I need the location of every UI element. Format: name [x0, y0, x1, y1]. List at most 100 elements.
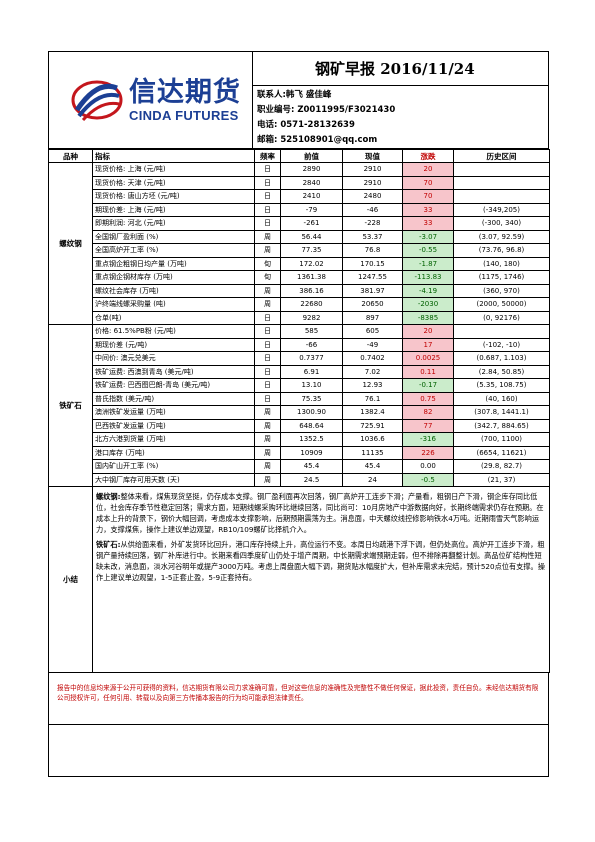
current-value-cell: 897: [342, 310, 403, 325]
history-range-cell: (140, 180): [453, 256, 550, 271]
table-row: 港口库存 (万吨) 周 10909 11135 226 (6654, 11621): [49, 445, 550, 460]
history-range-cell: [453, 175, 550, 190]
previous-value-cell: 45.4: [280, 459, 343, 474]
history-range-cell: (29.8, 82.7): [453, 459, 550, 474]
summary-table: 小结 螺纹钢:整体来看，煤焦现货坚挺，仍存成本支撑。钢厂盈利面再次回落，钢厂高炉…: [48, 487, 550, 673]
frequency-cell: 旬: [254, 256, 281, 271]
indicator-cell: 价格: 61.5%PB粉 (元/吨): [92, 324, 255, 339]
frequency-cell: 周: [254, 283, 281, 298]
current-value-cell: 53.37: [342, 229, 403, 244]
frequency-cell: 日: [254, 202, 281, 217]
change-cell: 17: [402, 337, 454, 352]
disclaimer: 报告中的信息均来源于公开可获得的资料，信达期货有限公司力求准确可靠，但对这些信息…: [48, 672, 549, 725]
ore-summary-title: 铁矿石:: [96, 540, 121, 549]
indicator-cell: 沪终端线螺采购量 (吨): [92, 297, 255, 312]
history-range-cell: [453, 189, 550, 204]
history-range-cell: (6654, 11621): [453, 445, 550, 460]
change-cell: -4.19: [402, 283, 454, 298]
license-line: 职业编号: Z0011995/F3021430: [257, 105, 396, 115]
table-row: 现货价格: 天津 (元/吨) 日 2840 2910 70: [49, 175, 550, 190]
current-value-cell: 45.4: [342, 459, 403, 474]
indicator-cell: 大中钢厂库存可用天数 (天): [92, 472, 255, 487]
phone-line: 电话: 0571-28132639: [257, 120, 355, 130]
table-row: 重点钢企粗钢日均产量 (万吨) 旬 172.02 170.15 -1.87 (140, 1…: [49, 256, 550, 271]
previous-value-cell: 13.10: [280, 378, 343, 393]
frequency-cell: 日: [254, 310, 281, 325]
report-sheet: 信达期货 CINDA FUTURES 钢矿早报 2016/11/24 联系人:韩…: [48, 51, 550, 777]
history-range-cell: (1175, 1746): [453, 270, 550, 285]
table-header-row: 品种 指标 频率 前值 现值 涨跌 历史区间: [48, 149, 550, 163]
indicator-cell: 全国钢厂盈利面 (%): [92, 229, 255, 244]
table-row: 重点钢企钢材库存 (万吨) 旬 1361.38 1247.55 -113.83 (1175…: [49, 270, 550, 285]
current-value-cell: 76.1: [342, 391, 403, 406]
table-row: 仓单(吨) 日 9282 897 -8385 (0, 92176): [49, 310, 550, 325]
indicator-cell: 铁矿运费: 西澳到青岛 (美元/吨): [92, 364, 255, 379]
change-cell: 70: [402, 175, 454, 190]
indicator-cell: 重点钢企钢材库存 (万吨): [92, 270, 255, 285]
current-value-cell: 12.93: [342, 378, 403, 393]
frequency-cell: 日: [254, 378, 281, 393]
company-logo: 信达期货 CINDA FUTURES: [49, 52, 253, 148]
table-row: 中间价: 澳元兑美元日 0.7377 0.7402 0.0025 (0.687, 1.1…: [49, 351, 550, 366]
table-row: 即期利润: 河北 (元/吨) 日 -261 -228 33 (-300, 340): [49, 216, 550, 231]
table-row: 螺纹钢 现货价格: 上海 (元/吨) 日 2890 2910 20: [48, 162, 550, 325]
col-header-variety: 品种: [48, 149, 93, 163]
change-cell: -0.5: [402, 472, 454, 487]
current-value-cell: 24: [342, 472, 403, 487]
frequency-cell: 周: [254, 297, 281, 312]
table-row: 现货价格: 唐山方坯 (元/吨) 日 2410 2480 70: [49, 189, 550, 204]
table-row: 期现价差: 上海 (元/吨) 日 -79 -46 33 (-349,205): [49, 202, 550, 217]
contact-line: 联系人:韩飞 盛佳峰: [257, 90, 332, 100]
history-range-cell: (360, 970): [453, 283, 550, 298]
current-value-cell: 1382.4: [342, 405, 403, 420]
table-row: 全国高炉开工率 (%) 周 77.35 76.8 -0.55 (73.76, 96.8): [49, 243, 550, 258]
frequency-cell: 旬: [254, 270, 281, 285]
indicator-cell: 现货价格: 唐山方坯 (元/吨): [92, 189, 255, 204]
table-row: 巴西铁矿发运量 (万吨) 周 648.64 725.91 77 (342.7, 884.6…: [49, 418, 550, 433]
col-header-current: 现值: [342, 149, 403, 163]
history-range-cell: (2.84, 50.85): [453, 364, 550, 379]
change-cell: 77: [402, 418, 454, 433]
current-value-cell: -46: [342, 202, 403, 217]
frequency-cell: 日: [254, 337, 281, 352]
change-cell: 20: [402, 324, 454, 339]
col-header-previous: 前值: [280, 149, 343, 163]
change-cell: 70: [402, 189, 454, 204]
previous-value-cell: 172.02: [280, 256, 343, 271]
previous-value-cell: 648.64: [280, 418, 343, 433]
frequency-cell: 日: [254, 364, 281, 379]
history-range-cell: (2000, 50000): [453, 297, 550, 312]
col-header-indicator: 指标: [92, 149, 255, 163]
table-row: 铁矿石 价格: 61.5%PB粉 (元/吨) 日 585 605 20: [48, 324, 550, 487]
variety-label: 铁矿石: [48, 324, 93, 487]
frequency-cell: 日: [254, 162, 281, 177]
previous-value-cell: 24.5: [280, 472, 343, 487]
frequency-cell: 日: [254, 351, 281, 366]
change-cell: 0.11: [402, 364, 454, 379]
frequency-cell: 日: [254, 216, 281, 231]
logo-english-name: CINDA FUTURES: [129, 107, 239, 123]
previous-value-cell: 22680: [280, 297, 343, 312]
indicator-cell: 全国高炉开工率 (%): [92, 243, 255, 258]
current-value-cell: 0.7402: [342, 351, 403, 366]
previous-value-cell: 56.44: [280, 229, 343, 244]
change-cell: -2030: [402, 297, 454, 312]
table-row: 全国钢厂盈利面 (%) 周 56.44 53.37 -3.07 (3.07, 92.59): [49, 229, 550, 244]
change-cell: 0.00: [402, 459, 454, 474]
previous-value-cell: 1361.38: [280, 270, 343, 285]
rebar-summary-text: 整体来看，煤焦现货坚挺，仍存成本支撑。钢厂盈利面再次回落，钢厂高炉开工连步下滑；…: [96, 492, 544, 534]
previous-value-cell: 1300.90: [280, 405, 343, 420]
frequency-cell: 日: [254, 189, 281, 204]
frequency-cell: 周: [254, 445, 281, 460]
table-row: 国内矿山开工率 (%) 周 45.4 45.4 0.00 (29.8, 82.7): [49, 459, 550, 474]
current-value-cell: 725.91: [342, 418, 403, 433]
indicator-cell: 仓单(吨): [92, 310, 255, 325]
current-value-cell: 7.02: [342, 364, 403, 379]
previous-value-cell: 10909: [280, 445, 343, 460]
current-value-cell: 170.15: [342, 256, 403, 271]
change-cell: -8385: [402, 310, 454, 325]
indicator-cell: 期现价差: 上海 (元/吨): [92, 202, 255, 217]
previous-value-cell: 2890: [280, 162, 343, 177]
indicator-cell: 期现价差 (元/吨): [92, 337, 255, 352]
previous-value-cell: -79: [280, 202, 343, 217]
